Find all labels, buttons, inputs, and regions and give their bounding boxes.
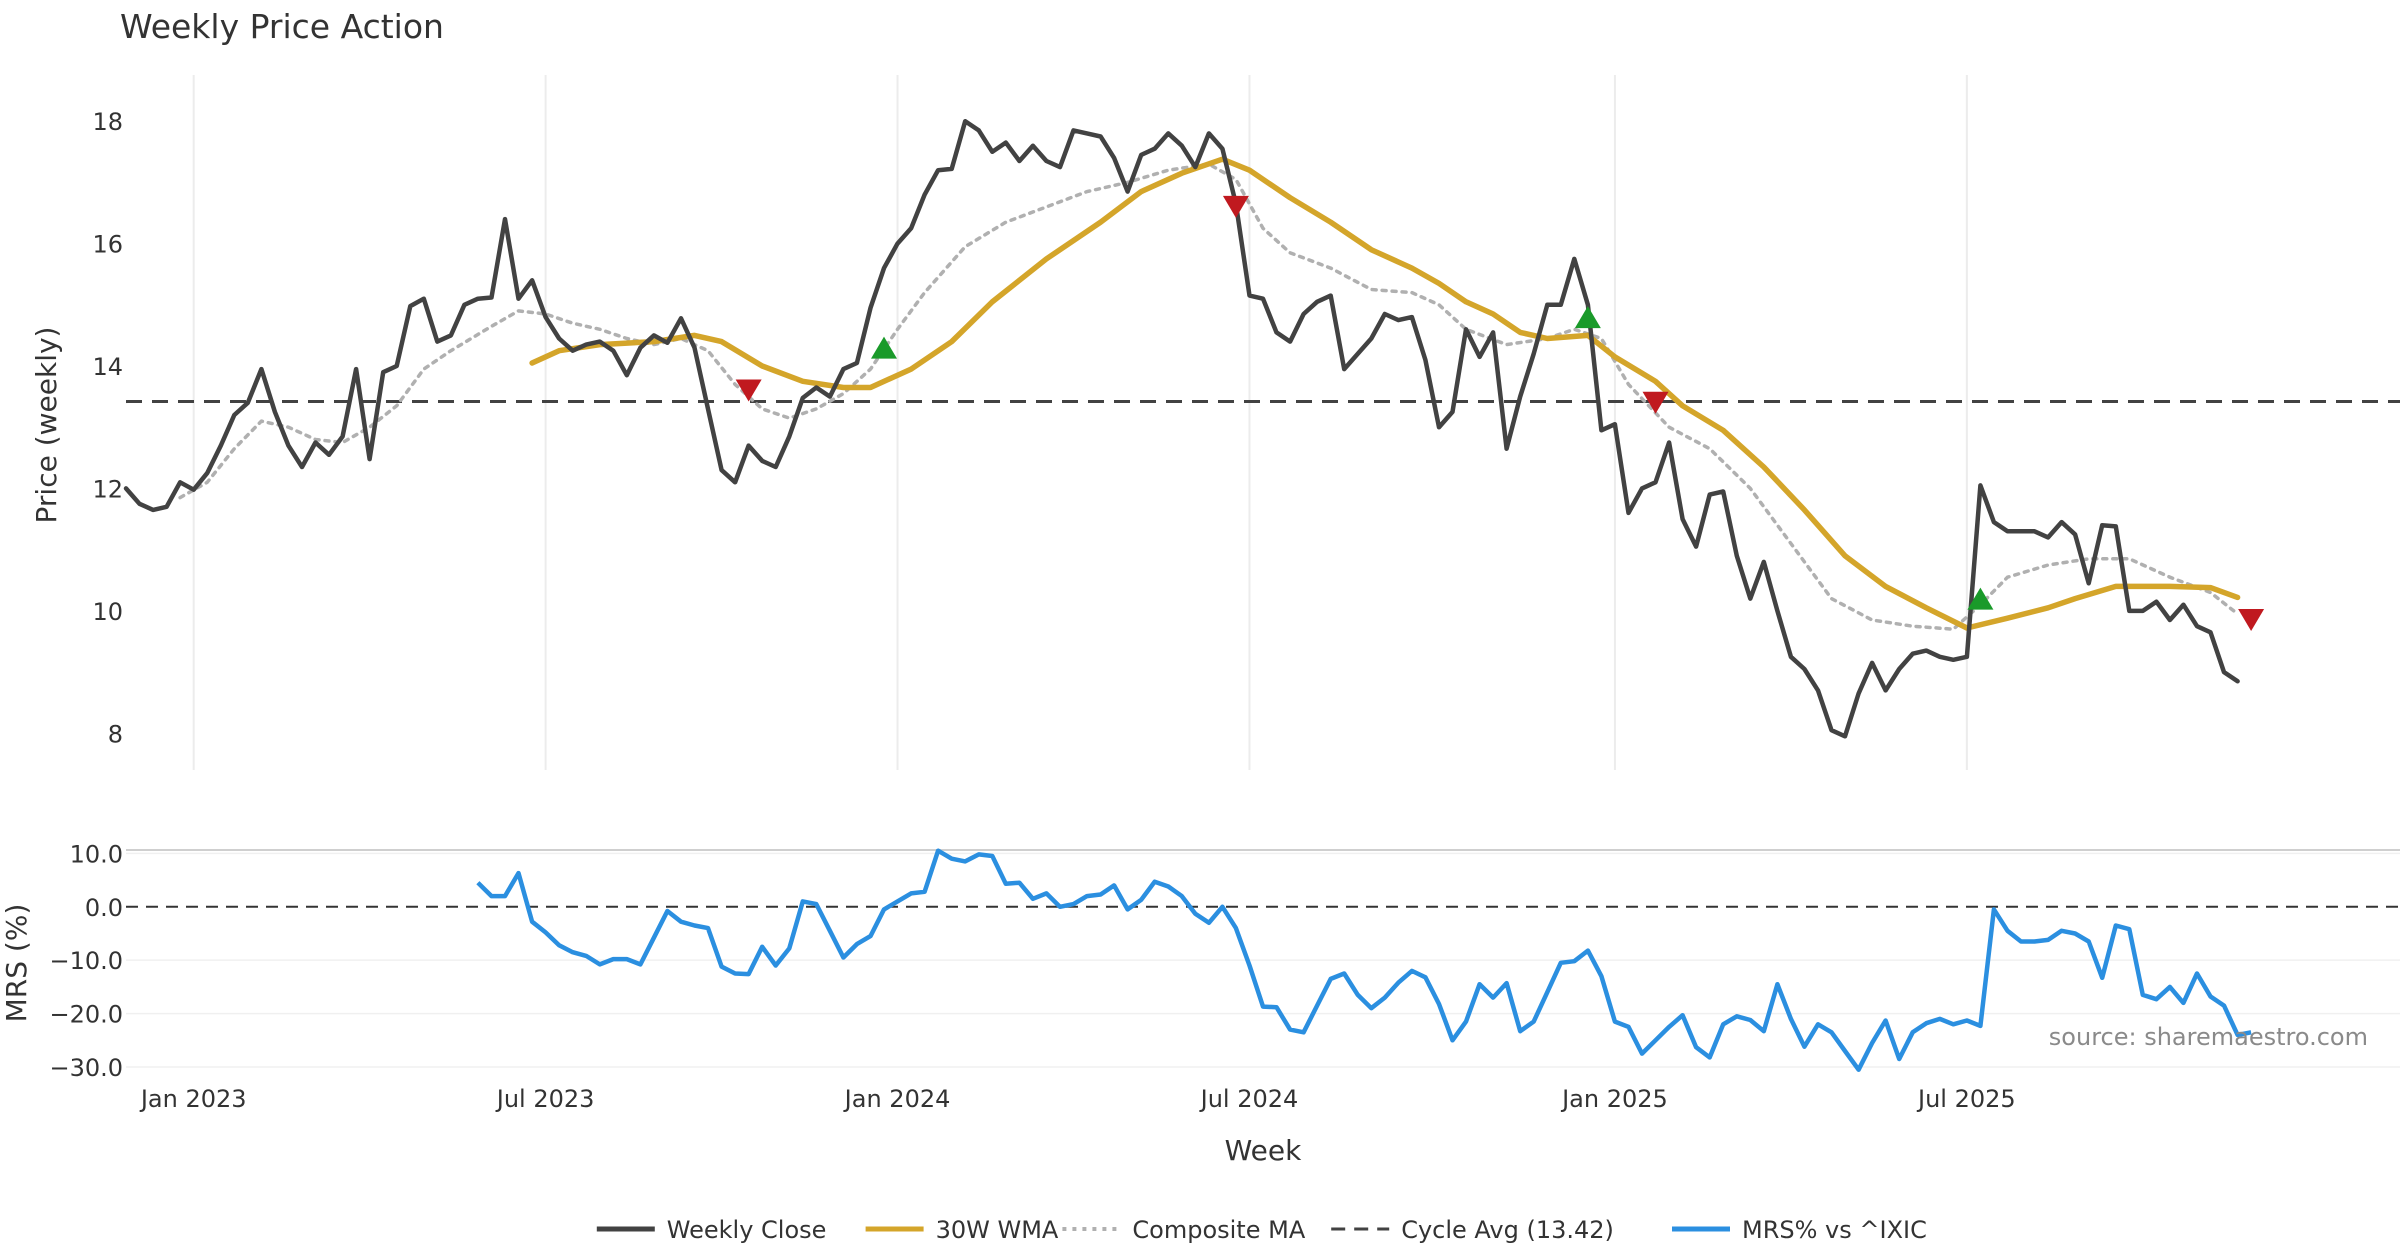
x-tick-label: Jan 2025 — [1560, 1085, 1668, 1113]
price-y-tick-label: 10 — [92, 598, 123, 626]
sell-signal-marker — [735, 379, 762, 402]
composite-ma-line — [178, 162, 2240, 631]
legend-item: Cycle Avg (13.42) — [1331, 1216, 1614, 1244]
price-y-tick-label: 16 — [92, 231, 123, 259]
price-y-tick-label: 18 — [92, 108, 123, 136]
mrs-y-tick-label: −30.0 — [49, 1054, 123, 1082]
source-note: source: sharemaestro.com — [2049, 1023, 2368, 1051]
x-axis-label: Week — [1225, 1134, 1302, 1167]
legend: Weekly Close 30W WMA Composite MA Cycle Avg… — [596, 1216, 1927, 1244]
grid-layer — [126, 75, 2400, 1068]
price-y-tick-label: 12 — [92, 475, 123, 503]
x-tick-label: Jan 2024 — [843, 1085, 951, 1113]
sell-signal-marker — [1222, 195, 1249, 218]
x-tick-label: Jan 2023 — [139, 1085, 247, 1113]
legend-item: MRS% vs ^IXIC — [1672, 1216, 1927, 1244]
legend-item: 30W WMA — [865, 1216, 1059, 1244]
mrs-y-tick-label: 10.0 — [70, 840, 123, 868]
legend-label: Composite MA — [1132, 1216, 1305, 1244]
sell-signal-marker — [1642, 391, 1669, 414]
sell-signal-marker — [2238, 609, 2265, 632]
mrs-panel — [126, 848, 2400, 1072]
price-y-tick-label: 8 — [108, 720, 123, 748]
price-y-tick-label: 14 — [92, 353, 123, 381]
wma-30w-line — [529, 156, 2241, 631]
legend-label: MRS% vs ^IXIC — [1742, 1216, 1927, 1244]
buy-signal-marker — [1967, 587, 1994, 610]
chart-title: Weekly Price Action — [120, 7, 444, 46]
weekly-close-line — [123, 118, 2240, 739]
mrs-y-tick-label: 0.0 — [85, 894, 123, 922]
legend-item: Composite MA — [1062, 1216, 1306, 1244]
mrs-y-tick-label: −20.0 — [49, 1001, 123, 1029]
mrs-y-axis-label: MRS (%) — [0, 904, 33, 1023]
legend-label: 30W WMA — [936, 1216, 1059, 1244]
x-tick-label: Jul 2025 — [1916, 1085, 2016, 1113]
legend-label: Cycle Avg (13.42) — [1401, 1216, 1614, 1244]
legend-item: Weekly Close — [596, 1216, 827, 1244]
legend-label: Weekly Close — [667, 1216, 827, 1244]
mrs-line — [476, 848, 2252, 1072]
price-panel — [123, 118, 2400, 739]
x-tick-label: Jul 2023 — [495, 1085, 595, 1113]
x-tick-label: Jul 2024 — [1199, 1085, 1299, 1113]
axes-layer: Jan 2023 Jul 2023 Jan 2024 Jul 2024 Jan 2025… — [49, 108, 2015, 1113]
buy-signal-marker — [871, 336, 897, 359]
price-y-axis-label: Price (weekly) — [30, 327, 63, 524]
mrs-y-tick-label: −10.0 — [49, 947, 123, 975]
buy-signal-marker — [1574, 306, 1601, 329]
